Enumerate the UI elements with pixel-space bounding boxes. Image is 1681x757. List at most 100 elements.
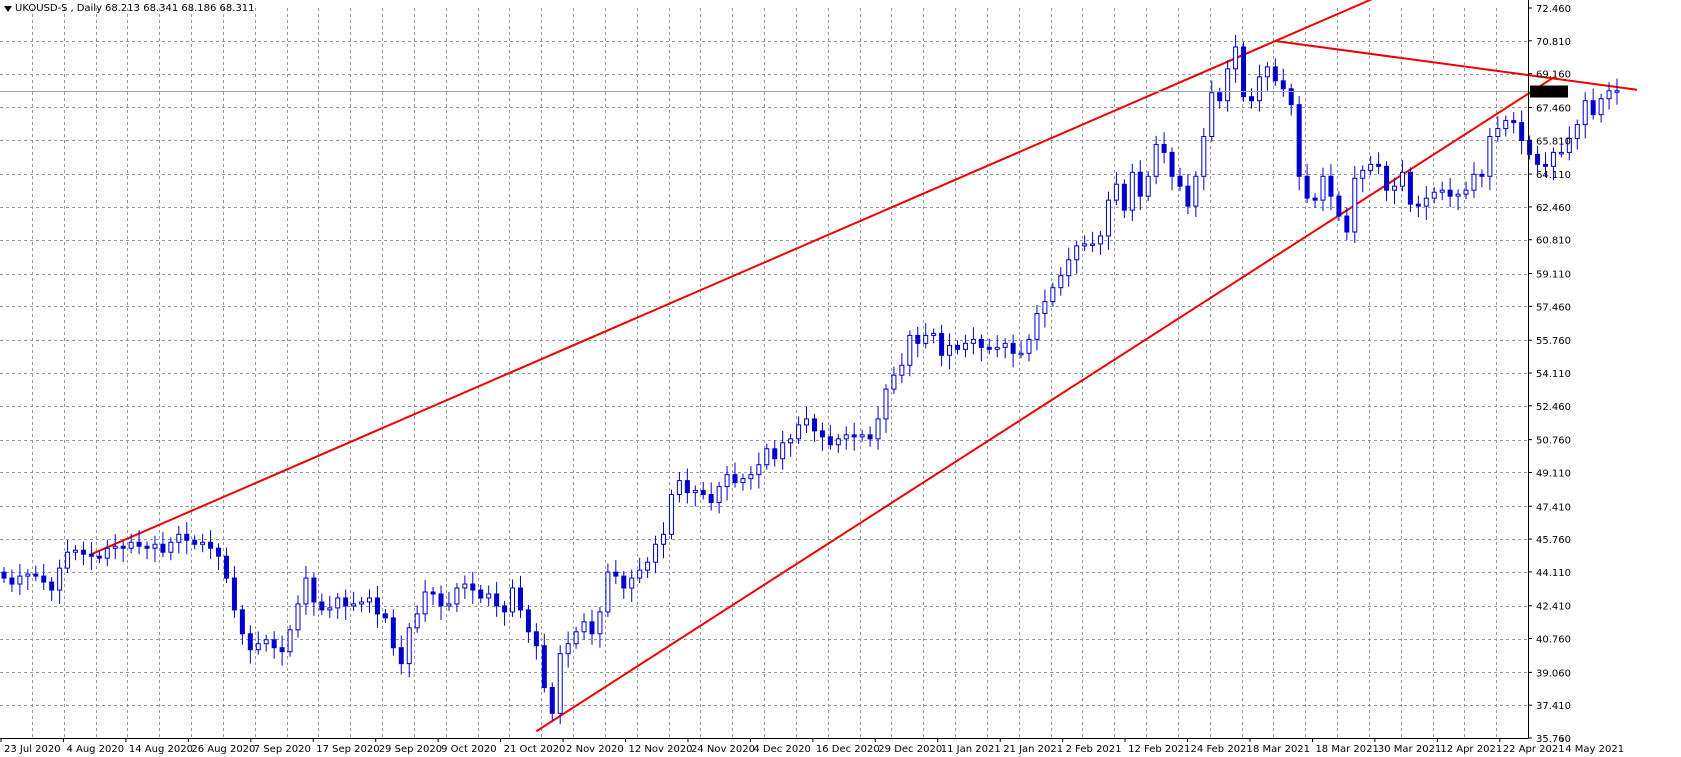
candle-body-bear: [1010, 342, 1016, 354]
candle-body-bear: [1479, 173, 1485, 177]
candle-body-bear: [1288, 88, 1294, 106]
candle-body-bear: [144, 545, 150, 549]
candle-body-bull: [843, 434, 849, 440]
candle-body-bear: [732, 474, 738, 484]
candle-body-bull: [891, 374, 897, 390]
candle-body-bull: [1090, 243, 1096, 246]
candle-body-bull: [57, 567, 63, 591]
candle-body-bull: [1582, 100, 1588, 126]
candle-body-bull: [1439, 189, 1445, 193]
candle-body-bear: [88, 553, 94, 557]
candle-body-bull: [1209, 92, 1215, 137]
candle-body-bull: [931, 332, 937, 336]
current-price-label-bg: [1530, 85, 1568, 98]
time-axis-label: 24 Nov 2020: [691, 744, 755, 755]
candle-body-bull: [462, 583, 468, 589]
candle-body-bull: [748, 474, 754, 480]
price-axis-label: 55.760: [1536, 336, 1571, 347]
candle-body-bear: [700, 490, 706, 496]
price-axis-label: 40.760: [1536, 635, 1571, 646]
candle-body-bear: [398, 647, 404, 665]
candle-body-bull: [1225, 68, 1231, 102]
price-axis-label: 62.460: [1536, 203, 1571, 214]
candle-body-bull: [287, 629, 293, 653]
candle-body-bear: [343, 597, 349, 607]
candle-body-bull: [1566, 137, 1572, 153]
price-axis-label: 70.810: [1536, 37, 1571, 48]
price-axis-label: 54.110: [1536, 369, 1571, 380]
candle-body-bear: [1169, 151, 1175, 177]
time-axis-label: 18 Mar 2021: [1315, 744, 1378, 755]
candle-body-bull: [1066, 259, 1072, 277]
candle-body-bull: [65, 551, 71, 569]
price-axis-label: 67.460: [1536, 103, 1571, 114]
candle-body-bear: [192, 539, 198, 545]
price-axis-label: 47.410: [1536, 502, 1571, 513]
time-axis-label: 22 Apr 2021: [1503, 744, 1565, 755]
candle-body-bear: [1519, 122, 1525, 141]
candle-body-bear: [247, 633, 253, 651]
candle-body-bear: [819, 430, 825, 438]
candle-body-bear: [1407, 171, 1413, 205]
candle-body-bear: [478, 589, 484, 599]
grid: [0, 8, 1528, 738]
candle-body-bear: [1280, 80, 1286, 90]
price-axis: 72.460 70.810 69.160 67.460 65.810 64.110 62.4…: [1528, 4, 1571, 745]
candle-body-bull: [335, 597, 341, 609]
price-axis-label: 39.060: [1536, 668, 1571, 679]
candle-body-bear: [80, 549, 86, 555]
time-axis-label: 7 Sep 2020: [254, 744, 311, 755]
candle-body-bull: [351, 603, 357, 607]
candle-body-bear: [494, 593, 500, 607]
candle-body-bear: [1248, 96, 1254, 102]
price-axis-label: 65.810: [1536, 136, 1571, 147]
time-axis-label: 14 Aug 2020: [129, 744, 193, 755]
candle-body-bear: [1185, 185, 1191, 207]
candle-body-bull: [1256, 76, 1262, 102]
candle-body-bull: [756, 464, 762, 476]
candle-body-bull: [883, 388, 889, 420]
candle-body-bear: [939, 332, 945, 356]
candle-body-bull: [1550, 151, 1556, 167]
candle-body-bull: [597, 611, 603, 635]
candle-body-bear: [1344, 215, 1350, 233]
time-axis-label: 4 Dec 2020: [753, 744, 811, 755]
current-price-label-text: 68.311: [1533, 88, 1568, 99]
candle-body-bear: [1, 571, 7, 579]
time-axis-label: 2 Feb 2021: [1066, 744, 1122, 755]
candle-body-bear: [33, 573, 39, 577]
price-axis-label: 64.110: [1536, 170, 1571, 181]
dropdown-triangle-icon[interactable]: [4, 5, 12, 12]
candle-body-bear: [1376, 163, 1382, 167]
candle-body-bull: [1598, 98, 1604, 116]
candle-body-bull: [923, 334, 929, 344]
candle-body-bear: [978, 338, 984, 348]
candle-body-bull: [1463, 189, 1469, 195]
candle-body-bull: [1098, 235, 1104, 245]
candle-body-bull: [573, 631, 579, 645]
candle-body-bull: [740, 478, 746, 484]
candle-body-bull: [899, 364, 905, 376]
candle-body-bull: [653, 543, 659, 563]
ohlc-values: 68.213 68.341 68.186 68.311: [105, 3, 255, 14]
candle-body-bull: [486, 593, 492, 599]
candle-body-bear: [1336, 195, 1342, 217]
candle-body-bull: [970, 338, 976, 344]
candle-body-bull: [668, 494, 674, 535]
candle-body-bull: [1113, 183, 1119, 201]
time-axis-label: 16 Dec 2020: [816, 744, 880, 755]
chart-header: UKOUSD-S, Daily 68.213 68.341 68.186 68.3…: [4, 3, 255, 14]
candle-body-bull: [1018, 352, 1024, 356]
candle-body-bear: [621, 575, 627, 589]
candle-body-bull: [1606, 90, 1612, 100]
time-axis-label: 29 Dec 2020: [878, 744, 942, 755]
candle-body-bull: [152, 543, 158, 549]
candle-body-bear: [772, 448, 778, 460]
trendline-lower-support: [535, 76, 1554, 733]
candle-body-bull: [907, 334, 913, 366]
candle-body-bull: [255, 643, 261, 651]
candle-body-bull: [510, 587, 516, 613]
